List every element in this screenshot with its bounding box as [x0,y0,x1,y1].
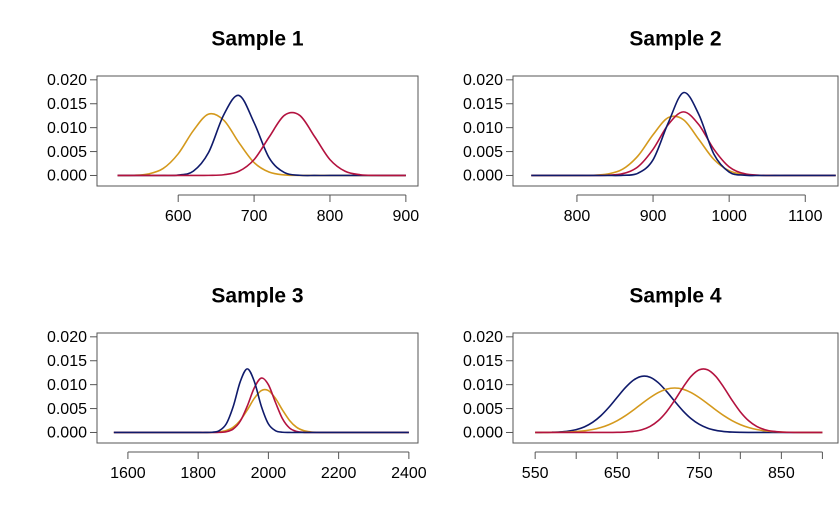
x-tick-label: 1000 [711,208,747,225]
y-tick-label: 0.005 [47,401,87,418]
density-line [535,375,823,434]
x-tick-label: 750 [686,465,713,482]
y-tick-label: 0.010 [463,120,503,137]
panel-title: Sample 2 [629,28,721,51]
x-tick-label: 800 [564,208,591,225]
x-tick-label: 1800 [180,465,216,482]
y-tick-label: 0.015 [463,96,503,113]
y-tick-label: 0.015 [47,353,87,370]
y-tick-label: 0.010 [47,120,87,137]
y-tick-label: 0.005 [463,401,503,418]
x-tick-label: 800 [317,208,344,225]
y-tick-label: 0.010 [47,377,87,394]
x-tick-label: 650 [604,465,631,482]
y-tick-label: 0.000 [47,168,87,185]
y-tick-label: 0.015 [463,353,503,370]
x-tick-label: 900 [393,208,420,225]
y-tick-label: 0.020 [47,72,87,89]
x-tick-label: 600 [165,208,192,225]
y-tick-label: 0.015 [47,96,87,113]
x-tick-label: 900 [640,208,667,225]
y-tick-label: 0.005 [463,144,503,161]
panel-title: Sample 3 [211,285,303,308]
density-line [113,368,409,434]
density-line [113,388,409,434]
density-line [117,111,406,177]
y-tick-label: 0.005 [47,144,87,161]
x-tick-label: 2400 [391,465,427,482]
density-line [531,115,836,177]
y-tick-label: 0.010 [463,377,503,394]
density-line [117,94,406,177]
x-tick-label: 1100 [788,208,823,225]
density-line [117,112,406,177]
y-tick-label: 0.000 [463,168,503,185]
x-tick-label: 1600 [110,465,146,482]
y-tick-label: 0.020 [47,329,87,346]
plot-box [96,332,419,444]
x-tick-label: 2200 [321,465,357,482]
y-tick-label: 0.020 [463,72,503,89]
y-tick-label: 0.000 [47,425,87,442]
panel-title: Sample 4 [629,285,722,308]
x-tick-label: 700 [241,208,268,225]
plot-box [512,75,839,187]
x-tick-label: 2000 [251,465,287,482]
density-line [535,368,823,434]
density-line [531,111,836,177]
x-tick-label: 850 [768,465,795,482]
y-tick-label: 0.000 [463,425,503,442]
panel-title: Sample 1 [211,28,304,51]
x-tick-label: 550 [522,465,549,482]
y-tick-label: 0.020 [463,329,503,346]
density-line [531,91,836,177]
